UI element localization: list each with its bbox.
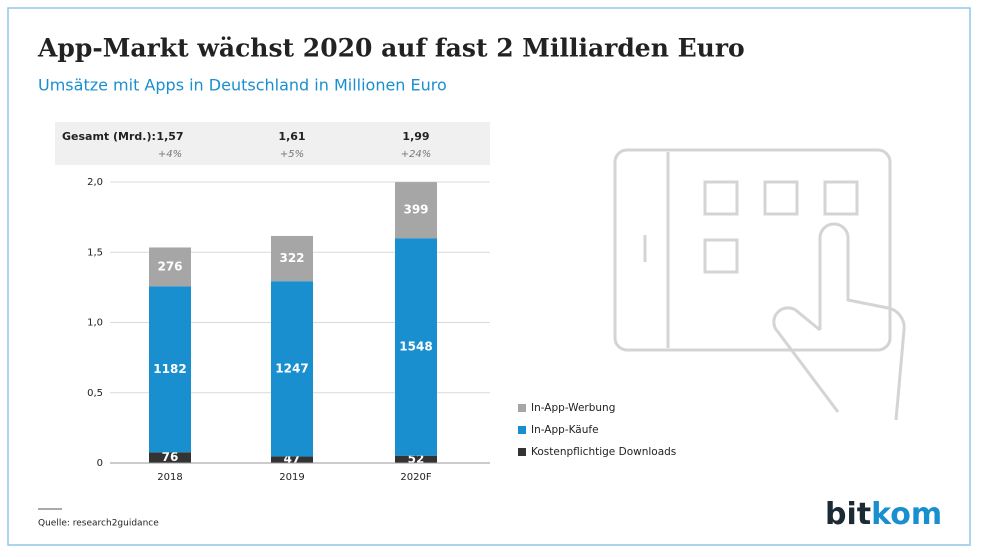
frame bbox=[7, 7, 971, 546]
data-label: 1182 bbox=[153, 362, 186, 376]
legend-swatch bbox=[518, 404, 526, 412]
bar-segment bbox=[271, 235, 313, 282]
legend-label: In-App-Werbung bbox=[531, 402, 615, 414]
total-change: +24% bbox=[401, 149, 432, 160]
y-tick-label: 2,0 bbox=[87, 177, 103, 188]
illustration bbox=[613, 148, 906, 421]
data-label: 1247 bbox=[275, 361, 308, 375]
total-change: +4% bbox=[158, 149, 182, 160]
bar-segment bbox=[149, 452, 191, 463]
total-change: +5% bbox=[280, 149, 304, 160]
data-label: 76 bbox=[162, 450, 179, 464]
chart-title: App-Markt wächst 2020 auf fast 2 Milliar… bbox=[37, 34, 745, 63]
totals-label: Gesamt (Mrd.): bbox=[62, 130, 156, 143]
source: Quelle: research2guidance bbox=[38, 519, 159, 529]
bar-segment bbox=[395, 238, 437, 456]
bar-segment bbox=[395, 182, 437, 239]
y-tick-label: 1,5 bbox=[87, 247, 103, 258]
total-value: 1,57 bbox=[156, 130, 183, 143]
totals-band bbox=[55, 122, 490, 165]
total-value: 1,61 bbox=[278, 130, 305, 143]
logo: bitkom bbox=[825, 497, 942, 532]
x-tick-label: 2018 bbox=[157, 472, 182, 483]
x-tick-label: 2020F bbox=[400, 472, 431, 483]
bar-segment bbox=[149, 286, 191, 453]
bar-segment bbox=[149, 247, 191, 287]
data-label: 276 bbox=[157, 259, 182, 273]
bar-segment bbox=[271, 281, 313, 457]
legend-label: In-App-Käufe bbox=[531, 424, 599, 436]
chart-subtitle: Umsätze mit Apps in Deutschland in Milli… bbox=[38, 76, 447, 95]
data-label: 1548 bbox=[399, 339, 432, 353]
y-tick-label: 1,0 bbox=[87, 318, 103, 329]
data-label: 399 bbox=[403, 203, 428, 217]
x-tick-label: 2019 bbox=[279, 472, 304, 483]
legend-label: Kostenpflichtige Downloads bbox=[531, 446, 676, 458]
y-tick-label: 0 bbox=[97, 458, 103, 469]
total-value: 1,99 bbox=[402, 130, 429, 143]
bar-segment bbox=[395, 455, 437, 463]
legend-swatch bbox=[518, 426, 526, 434]
y-tick-label: 0,5 bbox=[87, 388, 103, 399]
data-label: 322 bbox=[279, 251, 304, 265]
bar-segment bbox=[271, 456, 313, 463]
legend-swatch bbox=[518, 448, 526, 456]
